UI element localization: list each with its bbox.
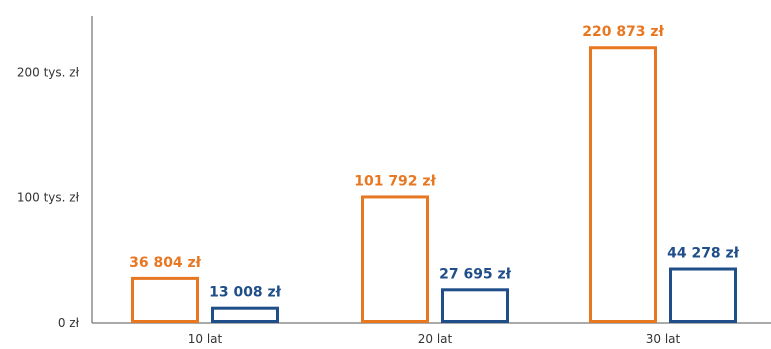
bar-series-1 — [361, 195, 429, 323]
data-labels-group: 36 804 zł 13 008 zł 101 792 zł 27 695 zł 220… — [129, 24, 740, 300]
data-label-series-2: 44 278 zł — [667, 246, 740, 262]
y-axis-ticks: 0 zł 100 tys. zł 200 tys. zł — [17, 65, 80, 330]
y-tick-label: 100 tys. zł — [17, 191, 80, 205]
bar-series-2 — [669, 267, 737, 324]
data-label-series-1: 101 792 zł — [354, 173, 436, 189]
data-label-series-1: 220 873 zł — [582, 24, 664, 40]
x-tick-label: 10 lat — [188, 332, 223, 346]
bars-group — [131, 46, 737, 324]
bar-series-1 — [589, 46, 657, 324]
bar-series-1 — [131, 276, 199, 323]
data-label-series-1: 36 804 zł — [129, 255, 202, 271]
x-tick-label: 30 lat — [646, 332, 681, 346]
data-label-series-2: 13 008 zł — [209, 285, 282, 301]
bar-series-2 — [211, 306, 279, 323]
x-tick-label: 20 lat — [418, 332, 453, 346]
x-axis-ticks: 10 lat 20 lat 30 lat — [188, 332, 681, 346]
y-tick-label: 200 tys. zł — [17, 65, 80, 79]
bar-series-2 — [441, 288, 509, 324]
data-label-series-2: 27 695 zł — [439, 266, 512, 282]
y-tick-label: 0 zł — [58, 316, 80, 330]
